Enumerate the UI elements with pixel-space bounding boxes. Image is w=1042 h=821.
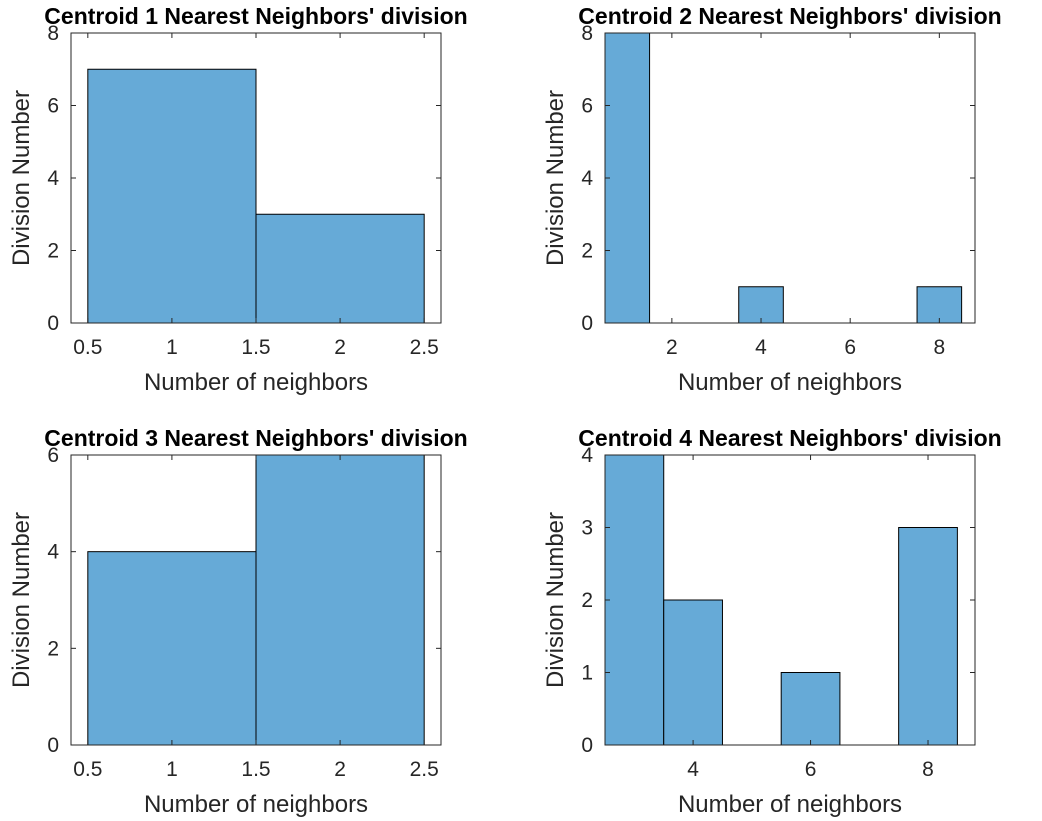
x-tick-label: 1 — [166, 758, 178, 781]
x-tick-label: 1.5 — [241, 758, 270, 781]
y-tick-label: 1 — [581, 662, 593, 685]
x-tick-label: 2.5 — [410, 758, 439, 781]
y-tick-label: 3 — [581, 517, 593, 540]
y-tick-label: 0 — [47, 312, 59, 335]
y-tick-label: 4 — [581, 444, 593, 467]
y-axis-label: Division Number — [8, 512, 35, 688]
bar — [780, 672, 841, 746]
y-axis-label: Division Number — [8, 90, 35, 266]
x-tick-label: 0.5 — [73, 336, 102, 359]
chart-title: Centroid 4 Nearest Neighbors' division — [578, 425, 1001, 451]
bar — [916, 286, 963, 324]
y-tick-label: 8 — [47, 22, 59, 45]
chart-title: Centroid 2 Nearest Neighbors' division — [578, 3, 1001, 29]
bar — [255, 213, 425, 324]
bar — [738, 286, 784, 324]
y-tick-label: 6 — [581, 95, 593, 118]
chart-title: Centroid 3 Nearest Neighbors' division — [44, 425, 467, 451]
x-tick-label: 2 — [334, 758, 346, 781]
bar — [604, 32, 651, 324]
x-tick-label: 2 — [666, 336, 678, 359]
x-tick-label: 4 — [755, 336, 767, 359]
y-tick-label: 4 — [47, 167, 59, 190]
plot-area — [605, 33, 975, 323]
x-tick-label: 6 — [844, 336, 856, 359]
bar — [604, 454, 665, 746]
x-tick-label: 8 — [922, 758, 934, 781]
y-tick-label: 6 — [47, 95, 59, 118]
x-axis-label: Number of neighbors — [678, 791, 902, 818]
x-tick-label: 2.5 — [410, 336, 439, 359]
y-tick-label: 4 — [47, 541, 59, 564]
x-axis-label: Number of neighbors — [678, 369, 902, 396]
y-tick-label: 8 — [581, 22, 593, 45]
bar — [663, 599, 723, 746]
bar — [87, 551, 257, 746]
y-axis-label: Division Number — [542, 90, 569, 266]
x-tick-label: 1.5 — [241, 336, 270, 359]
y-tick-label: 2 — [581, 589, 593, 612]
bar — [255, 454, 425, 746]
bar — [898, 527, 958, 746]
y-tick-label: 0 — [47, 734, 59, 757]
x-tick-label: 1 — [166, 336, 178, 359]
y-tick-label: 0 — [581, 734, 593, 757]
chart-title: Centroid 1 Nearest Neighbors' division — [44, 3, 467, 29]
y-tick-label: 2 — [47, 240, 59, 263]
x-tick-label: 4 — [687, 758, 699, 781]
y-tick-label: 4 — [581, 167, 593, 190]
x-axis-label: Number of neighbors — [144, 791, 368, 818]
y-tick-label: 2 — [581, 240, 593, 263]
x-tick-label: 2 — [334, 336, 346, 359]
x-axis-label: Number of neighbors — [144, 369, 368, 396]
y-tick-label: 0 — [581, 312, 593, 335]
y-tick-label: 2 — [47, 637, 59, 660]
x-tick-label: 8 — [933, 336, 945, 359]
x-tick-label: 6 — [805, 758, 817, 781]
bar — [87, 68, 257, 324]
y-axis-label: Division Number — [542, 512, 569, 688]
y-tick-label: 6 — [47, 444, 59, 467]
x-tick-label: 0.5 — [73, 758, 102, 781]
